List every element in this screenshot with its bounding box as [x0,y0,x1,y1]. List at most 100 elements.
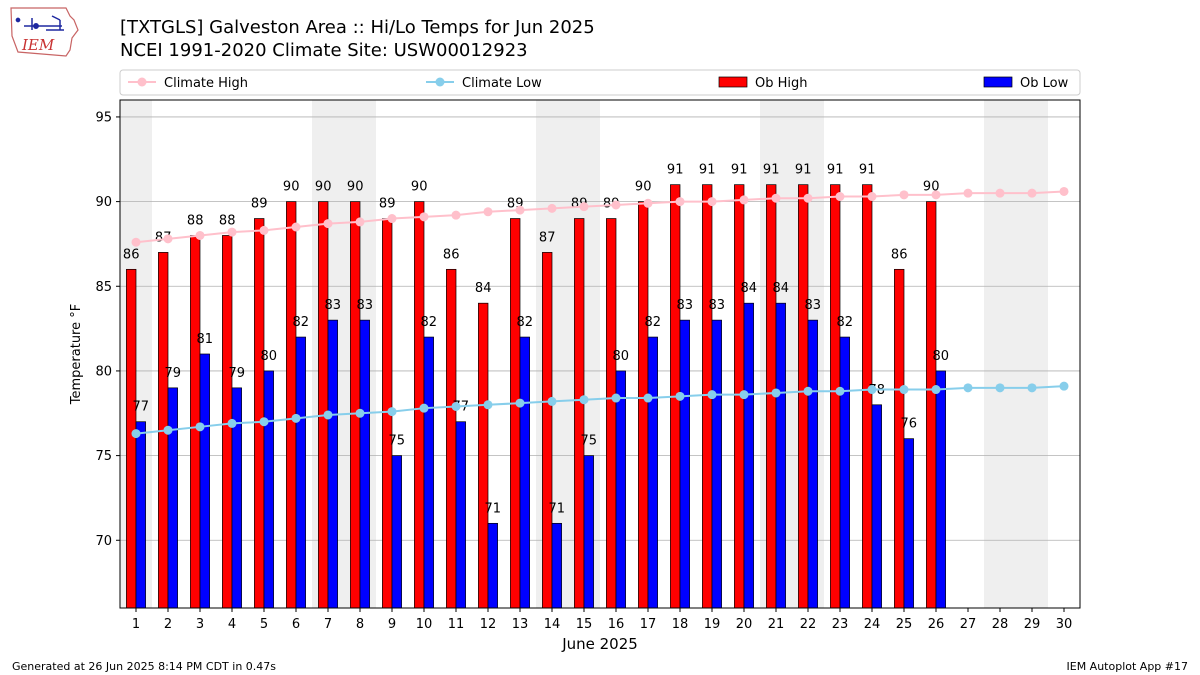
ob-low-bar [775,302,786,609]
ob-low-bar [263,370,274,609]
x-tick-label: 13 [512,617,529,632]
ob-low-data-label: 83 [677,298,694,313]
x-tick-label: 15 [576,617,593,632]
climate-low-point [611,393,621,403]
x-tick-label: 5 [260,617,268,632]
ob-low-data-label: 71 [485,501,502,516]
ob-low-data-label: 83 [709,298,726,313]
climate-low-point [739,390,749,400]
app-label: IEM Autoplot App #17 [1066,660,1189,673]
legend-climate-high-marker [137,77,147,87]
ob-low-data-label: 75 [581,434,598,449]
ob-low-data-label: 84 [741,281,758,296]
x-tick-label: 24 [864,617,881,632]
climate-low-point [547,396,557,406]
climate-high-point [291,222,301,232]
ob-low-bar [551,522,562,609]
climate-high-point [387,214,397,224]
climate-high-point [867,192,877,202]
ob-high-data-label: 87 [539,230,556,245]
x-tick-label: 19 [704,617,721,632]
x-tick-label: 8 [356,617,364,632]
ob-high-bar [638,201,649,609]
legend-ob-low-label: Ob Low [1020,76,1069,91]
climate-low-point [291,413,301,423]
weekend-shade [984,100,1016,608]
x-tick-label: 30 [1056,617,1073,632]
legend-ob-high-label: Ob High [755,76,808,91]
ob-low-data-label: 84 [773,281,790,296]
y-tick-label: 90 [95,195,112,210]
ob-low-data-label: 79 [165,366,182,381]
ob-low-bar [199,353,210,609]
x-tick-label: 20 [736,617,753,632]
x-tick-label: 27 [960,617,977,632]
y-tick-label: 75 [95,449,112,464]
climate-high-point [195,230,205,240]
ob-low-bar [807,319,818,609]
x-tick-label: 29 [1024,617,1041,632]
climate-low-point [323,410,333,420]
climate-low-point [195,422,205,432]
x-tick-label: 25 [896,617,913,632]
ob-low-bar [487,522,498,609]
ob-low-bar [935,370,946,609]
ob-high-bar [126,268,137,609]
ob-high-bar [606,218,617,609]
ob-low-bar [423,336,434,609]
climate-high-point [899,190,909,200]
x-tick-label: 14 [544,617,561,632]
generated-timestamp: Generated at 26 Jun 2025 8:14 PM CDT in … [12,660,277,673]
ob-high-data-label: 89 [251,197,268,212]
legend: Climate High Climate Low Ob High Ob Low [119,69,1081,96]
climate-low-point [835,386,845,396]
climate-low-point [931,385,941,395]
ob-high-bar [926,201,937,609]
y-tick-label: 70 [95,534,112,549]
climate-low-point [163,425,173,435]
y-tick-label: 85 [95,280,112,295]
ob-high-data-label: 91 [859,163,876,178]
ob-low-data-label: 71 [549,501,566,516]
climate-low-point [867,385,877,395]
chart-title: [TXTGLS] Galveston Area :: Hi/Lo Temps f… [120,17,595,38]
y-tick-label: 80 [95,364,112,379]
climate-high-point [515,205,525,215]
climate-high-point [739,195,749,205]
ob-high-bar [190,235,201,609]
climate-low-point [355,408,365,418]
ob-low-bar [615,370,626,609]
ob-high-data-label: 84 [475,281,492,296]
ob-high-bar [510,218,521,609]
climate-low-line [135,385,1065,435]
x-tick-label: 26 [928,617,945,632]
ob-low-data-label: 83 [805,298,822,313]
ob-high-bar [830,184,841,609]
ob-high-data-label: 91 [667,163,684,178]
y-axis-label: Temperature °F [69,304,84,405]
y-tick-label: 95 [95,110,112,125]
x-axis-label: June 2025 [561,635,638,653]
ob-low-data-label: 80 [613,349,630,364]
ob-high-bar [318,201,329,609]
iem-logo: IEM [10,7,79,57]
climate-low-point [419,403,429,413]
x-tick-label: 28 [992,617,1009,632]
climate-low-point [1059,381,1069,391]
x-tick-label: 9 [388,617,396,632]
ob-low-bar [743,302,754,609]
climate-low-point [803,386,813,396]
iowa-outline-icon [10,7,79,57]
ob-high-data-label: 89 [379,197,396,212]
ob-low-bar [711,319,722,609]
ob-high-data-label: 88 [219,213,236,228]
ob-low-data-label: 76 [901,417,918,432]
legend-climate-high-label: Climate High [164,76,248,91]
x-tick-label: 10 [416,617,433,632]
x-tick-label: 17 [640,617,657,632]
ob-low-data-label: 83 [325,298,342,313]
ob-low-bar [871,404,882,609]
ob-low-bar [167,387,178,609]
ob-high-data-label: 90 [635,180,652,195]
